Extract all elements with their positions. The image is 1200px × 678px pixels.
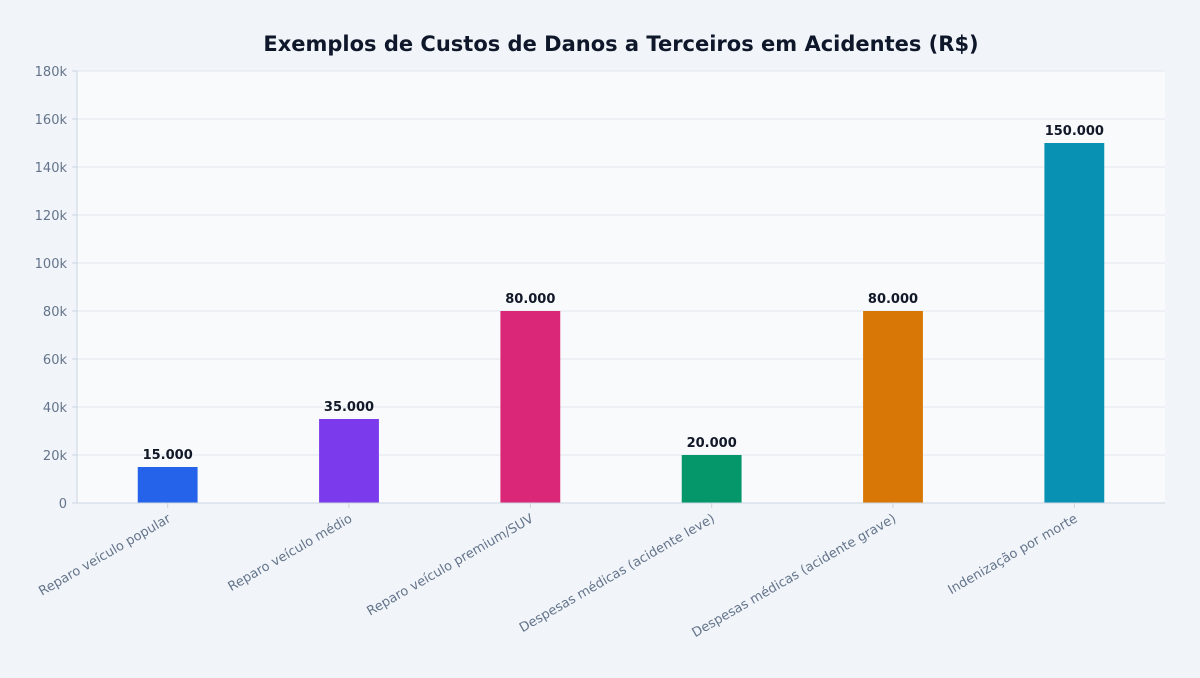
data-label: 80.000 — [868, 292, 918, 307]
data-label: 15.000 — [143, 448, 193, 463]
x-tick-label: Despesas médicas (acidente grave) — [690, 511, 899, 641]
data-labels: 15.000 35.000 80.000 20.000 80.000 150.000 — [143, 124, 1104, 463]
x-tick-label: Reparo veículo popular — [36, 511, 174, 599]
x-tick-label: Reparo veículo médio — [226, 511, 355, 594]
grid-lines — [77, 70, 1165, 456]
y-tick-label: 40k — [43, 401, 68, 416]
x-tick-label: Reparo veículo premium/SUV — [365, 511, 537, 619]
y-tick-label: 100k — [35, 257, 68, 272]
bar — [681, 455, 742, 503]
y-tick-label: 180k — [35, 65, 68, 80]
y-tick-label: 160k — [35, 113, 68, 128]
bar — [1044, 143, 1105, 503]
y-tick-label: 0 — [59, 497, 67, 512]
chart-title: Exemplos de Custos de Danos a Terceiros … — [263, 32, 978, 56]
y-tick-label: 80k — [43, 305, 68, 320]
plot-background — [77, 71, 1165, 503]
bar — [863, 311, 923, 503]
bar — [137, 467, 198, 503]
y-tick-label: 140k — [35, 161, 68, 176]
bar — [319, 419, 379, 503]
data-label: 35.000 — [324, 400, 374, 415]
y-tick-label: 120k — [35, 209, 68, 224]
y-tick-label: 60k — [43, 353, 68, 368]
bars — [137, 143, 1105, 503]
data-label: 20.000 — [687, 436, 737, 451]
y-tick-label: 20k — [43, 449, 68, 464]
x-axis: Reparo veículo popular Reparo veículo méd… — [36, 502, 1165, 641]
y-axis: 0 20k 40k 60k 80k 100k 120k 140k 160k 180k — [35, 65, 78, 512]
x-tick-label: Indenização por morte — [946, 511, 1081, 597]
x-tick-label: Despesas médicas (acidente leve) — [517, 511, 718, 636]
data-label: 150.000 — [1045, 124, 1104, 139]
data-label: 80.000 — [505, 292, 555, 307]
bar — [500, 311, 561, 503]
